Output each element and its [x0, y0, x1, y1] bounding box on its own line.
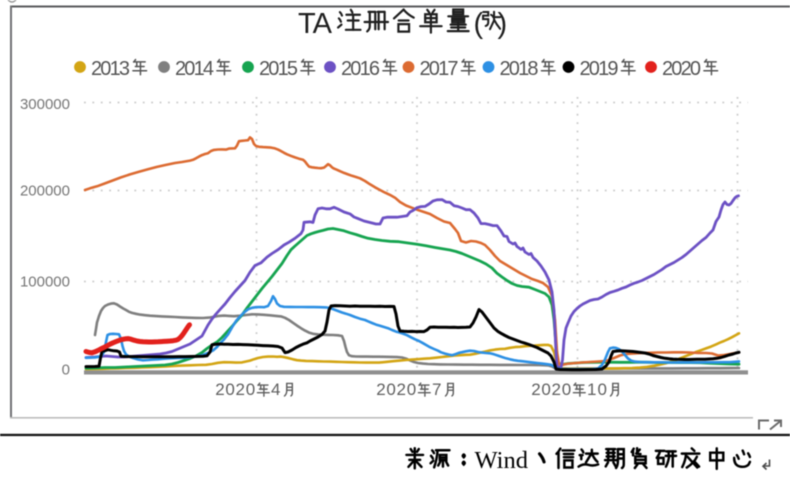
svg-text:2019: 2019	[580, 58, 619, 80]
svg-text:Wind: Wind	[475, 447, 528, 474]
svg-text:2016: 2016	[341, 58, 380, 80]
svg-text:(: (	[474, 8, 484, 40]
svg-text:0: 0	[62, 362, 70, 379]
svg-text:100000: 100000	[20, 274, 70, 291]
svg-text:4: 4	[271, 380, 280, 399]
svg-text:7: 7	[432, 380, 441, 399]
svg-text:10: 10	[587, 380, 607, 399]
svg-text:2013: 2013	[91, 58, 130, 80]
svg-text:2018: 2018	[500, 58, 539, 80]
svg-text:TA: TA	[298, 8, 333, 40]
svg-text:): )	[498, 8, 508, 40]
svg-text:2020: 2020	[531, 380, 571, 399]
svg-text:300000: 300000	[20, 96, 70, 113]
svg-text:2014: 2014	[175, 58, 214, 80]
svg-text:2020: 2020	[376, 380, 416, 399]
svg-text:2020: 2020	[215, 380, 255, 399]
svg-text:2017: 2017	[420, 58, 459, 80]
svg-text:2020: 2020	[662, 58, 701, 80]
svg-text:2015: 2015	[259, 58, 298, 80]
svg-text:200000: 200000	[20, 183, 70, 200]
